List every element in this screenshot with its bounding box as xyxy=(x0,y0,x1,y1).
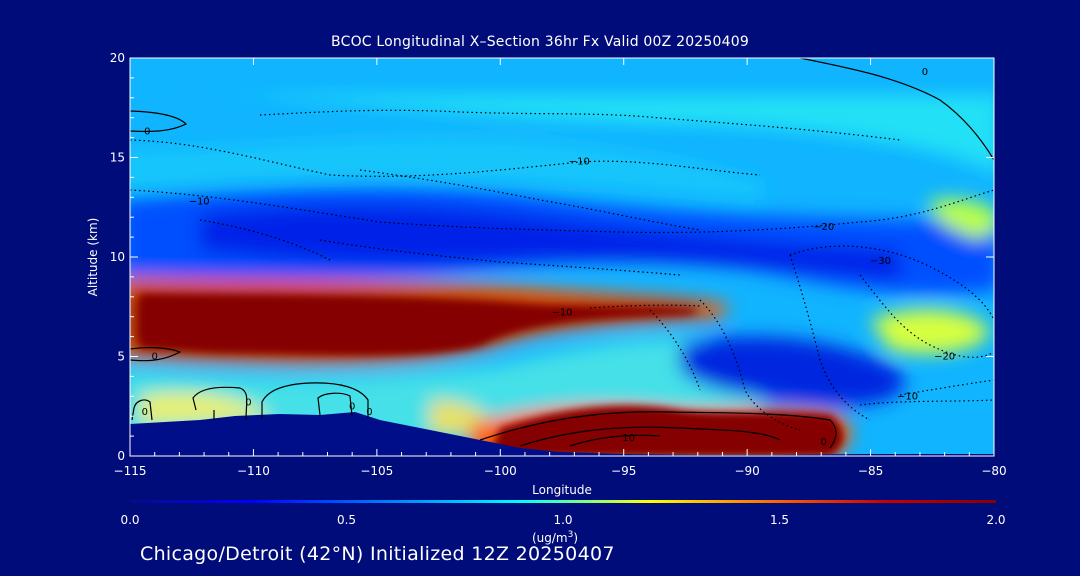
y-tick-label: 20 xyxy=(110,51,125,65)
y-axis: 0 5 10 15 20 xyxy=(110,51,994,463)
contour-label: 0 xyxy=(366,407,372,418)
contour-label: −10 xyxy=(569,156,590,167)
colorbar-units-line2: ) xyxy=(573,531,578,545)
y-axis-label: Altitude (km) xyxy=(86,218,100,297)
colorbar-units-sup: 3 xyxy=(568,530,574,540)
contour-label: 0 xyxy=(151,352,157,363)
colorbar-tick-label: 2.0 xyxy=(986,513,1005,527)
y-tick-label: 5 xyxy=(117,350,125,364)
contour-label: −20 xyxy=(934,352,955,363)
x-axis: −115 −110 −105 −100 −95 −90 −85 −80 xyxy=(114,58,1007,478)
x-tick-label: −80 xyxy=(981,464,1006,478)
colorbar-tick-label: 0.5 xyxy=(337,513,356,527)
y-tick-label: 0 xyxy=(117,449,125,463)
x-tick-label: −100 xyxy=(484,464,517,478)
x-axis-label: Longitude xyxy=(532,483,592,497)
contour-label: −20 xyxy=(813,222,834,233)
colorbar-tick-label: 1.0 xyxy=(553,513,572,527)
contour-label: 10 xyxy=(622,433,635,444)
colorbar-tick-label: 0.0 xyxy=(120,513,139,527)
concentration-field xyxy=(130,58,994,456)
y-tick-label: 10 xyxy=(110,250,125,264)
contours xyxy=(130,58,994,449)
contour-label: −10 xyxy=(551,308,572,319)
contour-label: −10 xyxy=(897,391,918,402)
x-tick-label: −85 xyxy=(858,464,883,478)
contour-label: 0 xyxy=(922,67,928,78)
contour-label: 0 xyxy=(820,437,826,448)
colorbar-ticks: 0.0 0.5 1.0 1.5 2.0 xyxy=(120,513,1005,527)
x-tick-label: −115 xyxy=(114,464,147,478)
colorbar-units-line1: (ug/m xyxy=(532,531,568,545)
contour-label: 0 xyxy=(142,407,148,418)
contour-label: 0 xyxy=(144,127,150,138)
colorbar: 0.0 0.5 1.0 1.5 2.0 xyxy=(120,500,1006,527)
y-tick-label: 15 xyxy=(110,151,125,165)
terrain xyxy=(130,412,994,456)
contour-label: −10 xyxy=(189,196,210,207)
colorbar-units: (ug/m3) xyxy=(532,530,578,545)
contour-label: 0 xyxy=(245,397,251,408)
contour-label: −30 xyxy=(870,256,891,267)
colorbar-tick-label: 1.5 xyxy=(770,513,789,527)
chart-title: BCOC Longitudinal X–Section 36hr Fx Vali… xyxy=(331,34,749,50)
footer-caption: Chicago/Detroit (42°N) Initialized 12Z 2… xyxy=(140,543,615,565)
x-tick-label: −105 xyxy=(360,464,393,478)
colorbar-gradient xyxy=(130,500,996,503)
contour-label: 0 xyxy=(349,401,355,412)
x-tick-label: −110 xyxy=(237,464,270,478)
x-tick-label: −90 xyxy=(734,464,759,478)
x-tick-label: −95 xyxy=(611,464,636,478)
